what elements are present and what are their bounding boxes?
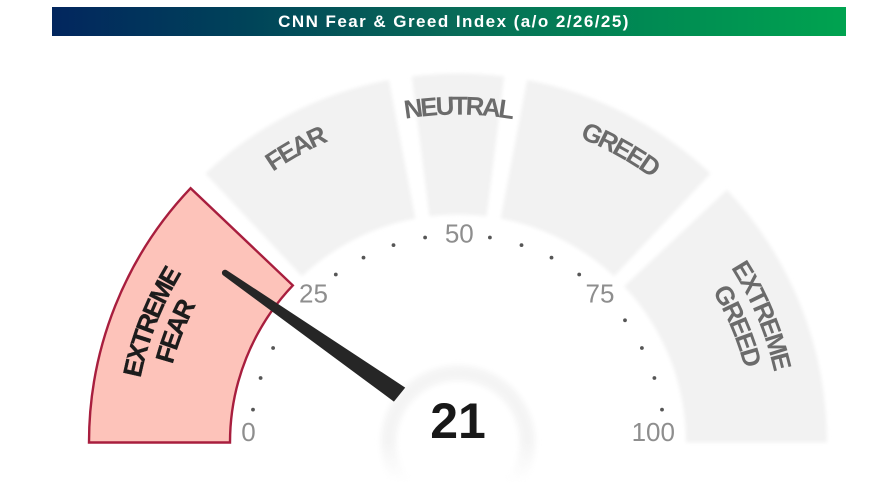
svg-text:25: 25 [299, 279, 328, 309]
svg-text:75: 75 [586, 278, 615, 308]
svg-text:50: 50 [445, 219, 474, 249]
svg-text:21: 21 [430, 393, 486, 449]
svg-text:0: 0 [241, 417, 255, 447]
svg-text:100: 100 [632, 417, 675, 447]
svg-text:CNN Fear & Greed Index (a/o 2/: CNN Fear & Greed Index (a/o 2/26/25) [278, 12, 630, 31]
